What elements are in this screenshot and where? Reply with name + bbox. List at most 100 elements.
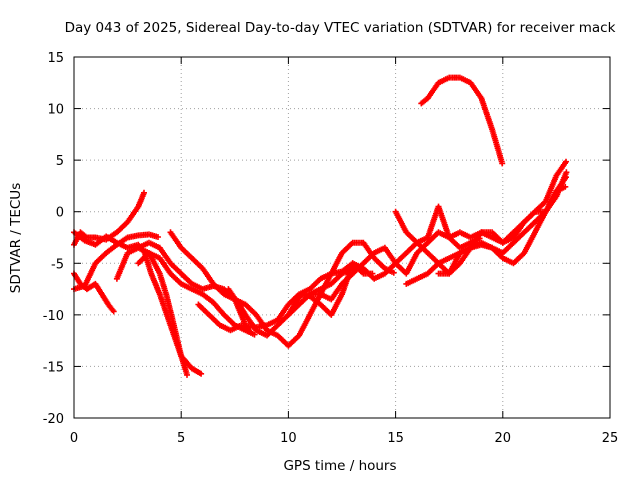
data-point-group <box>77 229 89 240</box>
data-point-group <box>478 95 495 131</box>
data-point-group <box>317 281 333 293</box>
data-point-group <box>113 235 130 248</box>
series-track-p <box>414 169 570 277</box>
data-point-group <box>188 286 204 297</box>
data-point-group <box>328 282 344 303</box>
y-tick-label: 0 <box>56 206 64 221</box>
data-point-group <box>103 230 119 243</box>
data-point-group <box>242 301 258 317</box>
x-tick-label: 5 <box>177 431 185 446</box>
data-point-group <box>199 291 215 305</box>
data-point-group <box>339 271 355 287</box>
data-point-group <box>169 317 184 358</box>
data-point-group <box>403 276 419 287</box>
series-track-g <box>135 250 258 338</box>
plot-frame <box>73 56 611 419</box>
data-point-group <box>156 291 173 327</box>
data-point-group <box>414 271 429 282</box>
data-point-group <box>403 229 419 245</box>
series-track-e <box>113 244 190 378</box>
data-point-group <box>178 244 194 260</box>
tick-marks <box>73 56 611 419</box>
data-point-group <box>371 255 387 271</box>
x-tick-label: 25 <box>602 431 619 446</box>
x-tick-label: 10 <box>280 431 297 446</box>
data-point-group <box>489 244 504 256</box>
y-tick-label: -15 <box>43 360 64 375</box>
data-point-group <box>381 244 398 265</box>
data-point-group <box>435 75 451 86</box>
data-point-group <box>135 251 151 267</box>
data-point-group <box>414 239 430 255</box>
data-point-group <box>105 301 117 315</box>
data-point-group <box>124 205 141 225</box>
data-point-group <box>253 327 269 338</box>
data-point-group <box>542 174 559 205</box>
data-point-group <box>456 74 472 85</box>
data-point-group <box>178 280 194 292</box>
grid-lines <box>74 57 610 418</box>
series-track-k <box>285 240 419 318</box>
x-tick-label: 20 <box>495 431 512 446</box>
y-tick-label: 5 <box>56 154 64 169</box>
data-point-group <box>296 292 312 308</box>
chart-title: Day 043 of 2025, Sidereal Day-to-day VTE… <box>65 20 616 36</box>
series-track-b <box>71 189 147 248</box>
data-point-group <box>178 270 194 286</box>
data-point-group <box>456 229 472 240</box>
data-point-group <box>360 251 376 267</box>
data-point-group <box>328 271 344 287</box>
data-point-group <box>285 302 301 318</box>
data-point-group <box>113 220 130 236</box>
data-point-group <box>195 301 211 317</box>
data-point-group <box>296 313 312 339</box>
data-point-group <box>146 231 161 240</box>
series-track-c <box>71 270 117 315</box>
data-point-group <box>225 286 241 306</box>
series-track-o <box>392 174 569 246</box>
data-point-group <box>210 299 226 317</box>
data-point-group <box>188 255 205 271</box>
data-point-group <box>285 333 301 349</box>
data-point-group <box>167 270 183 286</box>
data-point-group <box>553 158 569 179</box>
data-point-group <box>291 292 304 308</box>
data-point-group <box>435 203 452 239</box>
data-point-group <box>532 210 548 225</box>
data-point-group <box>467 79 484 100</box>
data-point-group <box>360 265 376 281</box>
data-point-group <box>446 230 462 241</box>
data-point-group <box>264 317 279 329</box>
data-point-group <box>92 280 104 296</box>
data-point-group <box>135 189 147 210</box>
data-point-group <box>510 230 526 246</box>
series-track-q <box>418 74 506 167</box>
data-point-group <box>521 231 538 256</box>
data-point-group <box>542 194 559 215</box>
data-point-group <box>124 245 140 256</box>
data-point-group <box>424 250 441 265</box>
data-point-group <box>499 240 516 256</box>
data-point-group <box>98 291 111 307</box>
series-track-f <box>135 239 252 334</box>
data-point-group <box>242 311 259 332</box>
y-tick-label: -10 <box>43 309 64 324</box>
data-point-group <box>521 220 537 236</box>
data-point-group <box>167 229 184 250</box>
data-point-group <box>206 311 222 327</box>
series-track-l <box>306 229 483 298</box>
data-point-group <box>328 292 345 318</box>
data-point-group <box>403 251 420 277</box>
data-point-group <box>148 270 162 296</box>
data-point-group <box>424 81 441 102</box>
data-point-group <box>242 327 258 338</box>
data-point-group <box>188 365 205 377</box>
data-point-group <box>317 271 333 282</box>
x-axis-label: GPS time / hours <box>283 458 396 474</box>
data-point-group <box>521 210 537 225</box>
data-point-group <box>113 251 130 282</box>
data-point-group <box>156 244 173 265</box>
data-point-group <box>456 245 472 256</box>
y-tick-label: -20 <box>43 412 64 427</box>
